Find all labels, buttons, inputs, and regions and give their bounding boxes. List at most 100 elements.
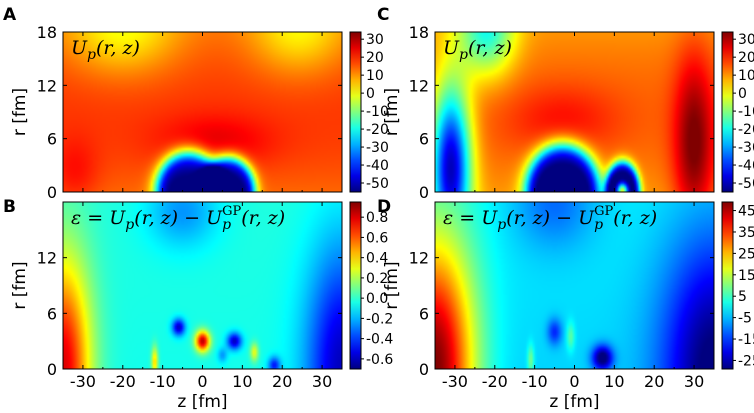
title-part-sub: p — [125, 217, 134, 233]
colorbar-tick-label: 0.6 — [366, 230, 388, 246]
title-part-mid: (r, z) − U — [506, 207, 595, 229]
panel-title: ε = Up(r, z) − UpGP(r, z) — [71, 204, 285, 233]
title-part-sub: p — [459, 47, 468, 63]
panel-letter: B — [3, 197, 16, 217]
heatmap-image — [63, 202, 342, 369]
heatmap-image — [435, 32, 714, 192]
panel-title: ε = Up(r, z) − UpGP(r, z) — [443, 204, 657, 233]
heatmap-image — [63, 32, 342, 192]
colorbar-tick-label: -0.6 — [366, 352, 393, 368]
x-tick-label: 10 — [232, 372, 252, 391]
title-part-pre: U — [443, 37, 460, 59]
colorbar-tick-label: 0.8 — [366, 210, 388, 226]
panel-letter: A — [3, 5, 17, 25]
x-axis-title: z [fm] — [177, 392, 227, 412]
colorbar-tick-label: -40 — [366, 158, 389, 174]
colorbar-tick-label: -10 — [366, 104, 389, 120]
colorbar-tick-label: 20 — [366, 50, 384, 66]
colorbar-tick-label: -20 — [738, 122, 754, 138]
colorbar-tick-label: -50 — [366, 176, 389, 192]
title-part-post: (r, z) — [96, 37, 140, 59]
colorbar-tick-label: -0.4 — [366, 332, 393, 348]
y-tick-label: 0 — [419, 183, 429, 202]
y-tick-label: 12 — [37, 249, 57, 268]
title-part-sub2: p — [222, 217, 231, 233]
colorbar — [349, 31, 362, 193]
title-part-post: (r, z) — [241, 207, 285, 229]
x-tick-label: -30 — [442, 372, 468, 391]
x-tick-label: 0 — [197, 372, 207, 391]
y-tick-label: 0 — [419, 360, 429, 379]
title-part-post: (r, z) — [613, 207, 657, 229]
title-part-sup2: GP — [594, 204, 613, 219]
colorbar-tick-label: -30 — [366, 140, 389, 156]
y-axis-title: r [fm] — [382, 261, 402, 309]
colorbar-tick-label: 0 — [366, 86, 375, 102]
x-tick-label: 20 — [644, 372, 664, 391]
panel-title: Up(r, z) — [71, 37, 140, 63]
colorbar-tick-label: 0 — [738, 86, 747, 102]
title-part-pre: U — [71, 37, 88, 59]
colorbar — [721, 31, 734, 193]
x-tick-label: 30 — [312, 372, 332, 391]
colorbar-tick-label: -50 — [738, 176, 754, 192]
title-part-pre: ε = U — [443, 207, 498, 229]
x-axis-title: z [fm] — [549, 392, 599, 412]
y-axis-title: r [fm] — [10, 88, 30, 136]
y-tick-label: 6 — [47, 304, 57, 323]
title-part-sup2: GP — [222, 204, 241, 219]
title-part-pre: ε = U — [71, 207, 126, 229]
colorbar-tick-label: -40 — [738, 158, 754, 174]
x-tick-label: 20 — [272, 372, 292, 391]
colorbar-tick-label: 25 — [738, 246, 754, 262]
x-tick-label: -20 — [482, 372, 508, 391]
y-tick-label: 6 — [419, 130, 429, 149]
y-tick-label: 0 — [47, 183, 57, 202]
colorbar-tick-label: -5 — [738, 311, 752, 327]
y-axis-title: r [fm] — [10, 261, 30, 309]
x-tick-label: 0 — [569, 372, 579, 391]
colorbar-tick-label: -30 — [738, 140, 754, 156]
colorbar-tick-label: 0.2 — [366, 271, 388, 287]
x-tick-label: -10 — [522, 372, 548, 391]
colorbar-tick-label: -10 — [738, 104, 754, 120]
y-tick-label: 18 — [37, 23, 57, 42]
heatmap-image — [435, 202, 714, 369]
colorbar-tick-label: -25 — [738, 353, 754, 369]
x-tick-label: -10 — [150, 372, 176, 391]
panel-title: Up(r, z) — [443, 37, 512, 63]
title-part-mid: (r, z) − U — [134, 207, 223, 229]
y-tick-label: 12 — [409, 76, 429, 95]
colorbar-tick-label: -20 — [366, 122, 389, 138]
y-tick-label: 6 — [47, 130, 57, 149]
colorbar-tick-label: 5 — [738, 289, 747, 305]
y-tick-label: 12 — [409, 249, 429, 268]
panel-letter: D — [377, 197, 391, 217]
colorbar-tick-label: 30 — [738, 32, 754, 48]
colorbar-tick-label: 15 — [738, 268, 754, 284]
colorbar-tick-label: 0.4 — [366, 251, 388, 267]
y-axis-title: r [fm] — [382, 88, 402, 136]
colorbar-tick-label: 10 — [738, 68, 754, 84]
colorbar-tick-label: 45 — [738, 204, 754, 220]
title-part-sub: p — [497, 217, 506, 233]
y-tick-label: 12 — [37, 76, 57, 95]
colorbar-tick-label: -15 — [738, 332, 754, 348]
colorbar — [349, 201, 362, 370]
colorbar-tick-label: 0.0 — [366, 291, 388, 307]
x-tick-label: 10 — [604, 372, 624, 391]
colorbar-tick-label: 35 — [738, 225, 754, 241]
colorbar-tick-label: 20 — [738, 50, 754, 66]
colorbar-tick-label: -0.2 — [366, 311, 393, 327]
title-part-post: (r, z) — [468, 37, 512, 59]
title-part-sub2: p — [594, 217, 603, 233]
y-tick-label: 18 — [409, 23, 429, 42]
panel-letter: C — [377, 5, 389, 25]
x-tick-label: -20 — [110, 372, 136, 391]
y-tick-label: 6 — [419, 304, 429, 323]
x-tick-label: 30 — [684, 372, 704, 391]
y-tick-label: 0 — [47, 360, 57, 379]
